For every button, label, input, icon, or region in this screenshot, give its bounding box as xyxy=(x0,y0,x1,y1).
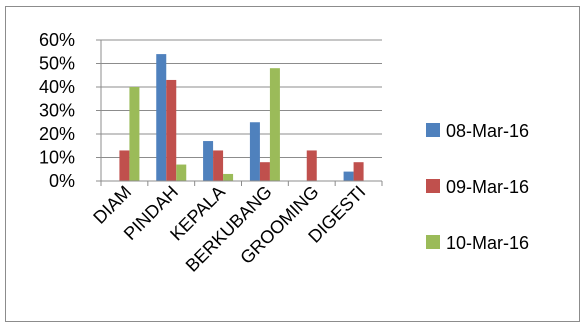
legend-swatch xyxy=(426,235,440,249)
legend-label: 10-Mar-16 xyxy=(446,233,529,253)
legend-label: 08-Mar-16 xyxy=(446,121,529,141)
legend-swatch xyxy=(426,179,440,193)
bars xyxy=(119,54,364,181)
axes xyxy=(96,39,383,186)
bar-10-Mar-16-KEPALA xyxy=(223,173,234,181)
bar-08-Mar-16-PINDAH xyxy=(156,54,167,181)
bar-09-Mar-16-PINDAH xyxy=(166,79,177,181)
bar-09-Mar-16-GROOMING xyxy=(306,150,317,181)
y-tick-labels: 0% 10% 20% 30% 40% 50% 60% xyxy=(39,30,75,191)
bar-10-Mar-16-DIAM xyxy=(129,87,140,181)
y-tick-label: 30% xyxy=(39,101,75,121)
y-tick-label: 20% xyxy=(39,124,75,144)
legend-label: 09-Mar-16 xyxy=(446,177,529,197)
legend-swatch xyxy=(426,123,440,137)
y-tick-label: 40% xyxy=(39,77,75,97)
y-tick-label: 10% xyxy=(39,148,75,168)
bar-08-Mar-16-DIGESTI xyxy=(343,171,354,181)
bar-08-Mar-16-BERKUBANG xyxy=(249,122,260,181)
y-tick-label: 0% xyxy=(49,171,75,191)
y-tick-label: 60% xyxy=(39,30,75,50)
bar-10-Mar-16-BERKUBANG xyxy=(269,68,280,181)
y-tick-label: 50% xyxy=(39,54,75,74)
bar-09-Mar-16-DIGESTI xyxy=(353,162,364,181)
bar-09-Mar-16-BERKUBANG xyxy=(259,162,270,181)
legend: 08-Mar-16 09-Mar-16 10-Mar-16 xyxy=(426,121,529,253)
bar-08-Mar-16-KEPALA xyxy=(203,141,214,181)
bar-10-Mar-16-PINDAH xyxy=(176,164,187,181)
bar-09-Mar-16-DIAM xyxy=(119,150,130,181)
gridlines xyxy=(101,39,382,158)
bar-09-Mar-16-KEPALA xyxy=(213,150,224,181)
